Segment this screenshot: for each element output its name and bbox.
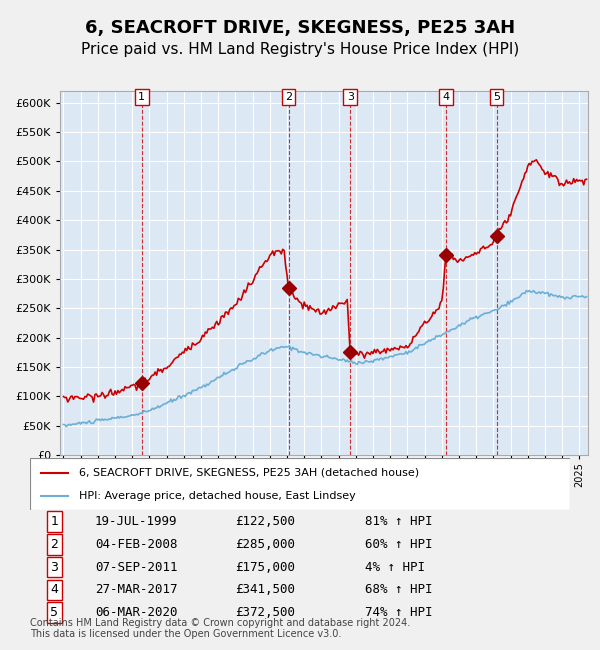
- Text: 4: 4: [442, 92, 449, 102]
- Text: 19-JUL-1999: 19-JUL-1999: [95, 515, 178, 528]
- Text: 5: 5: [493, 92, 500, 102]
- Text: Contains HM Land Registry data © Crown copyright and database right 2024.
This d: Contains HM Land Registry data © Crown c…: [30, 618, 410, 639]
- Text: £175,000: £175,000: [235, 560, 295, 574]
- Text: 1: 1: [50, 515, 58, 528]
- Text: 3: 3: [50, 560, 58, 574]
- Text: 2: 2: [285, 92, 292, 102]
- Text: 07-SEP-2011: 07-SEP-2011: [95, 560, 178, 574]
- Text: £122,500: £122,500: [235, 515, 295, 528]
- Text: £341,500: £341,500: [235, 584, 295, 597]
- Text: 6, SEACROFT DRIVE, SKEGNESS, PE25 3AH: 6, SEACROFT DRIVE, SKEGNESS, PE25 3AH: [85, 20, 515, 38]
- Text: £285,000: £285,000: [235, 538, 295, 551]
- Text: 4% ↑ HPI: 4% ↑ HPI: [365, 560, 425, 574]
- Text: 06-MAR-2020: 06-MAR-2020: [95, 606, 178, 619]
- Text: 04-FEB-2008: 04-FEB-2008: [95, 538, 178, 551]
- Text: 3: 3: [347, 92, 354, 102]
- Text: 5: 5: [50, 606, 58, 619]
- Text: 4: 4: [50, 584, 58, 597]
- FancyBboxPatch shape: [30, 458, 570, 510]
- Text: 27-MAR-2017: 27-MAR-2017: [95, 584, 178, 597]
- Text: 60% ↑ HPI: 60% ↑ HPI: [365, 538, 432, 551]
- Text: 6, SEACROFT DRIVE, SKEGNESS, PE25 3AH (detached house): 6, SEACROFT DRIVE, SKEGNESS, PE25 3AH (d…: [79, 468, 419, 478]
- Text: 81% ↑ HPI: 81% ↑ HPI: [365, 515, 432, 528]
- Text: £372,500: £372,500: [235, 606, 295, 619]
- Text: Price paid vs. HM Land Registry's House Price Index (HPI): Price paid vs. HM Land Registry's House …: [81, 42, 519, 57]
- Text: HPI: Average price, detached house, East Lindsey: HPI: Average price, detached house, East…: [79, 491, 355, 500]
- Text: 68% ↑ HPI: 68% ↑ HPI: [365, 584, 432, 597]
- Text: 2: 2: [50, 538, 58, 551]
- Text: 74% ↑ HPI: 74% ↑ HPI: [365, 606, 432, 619]
- Text: 1: 1: [138, 92, 145, 102]
